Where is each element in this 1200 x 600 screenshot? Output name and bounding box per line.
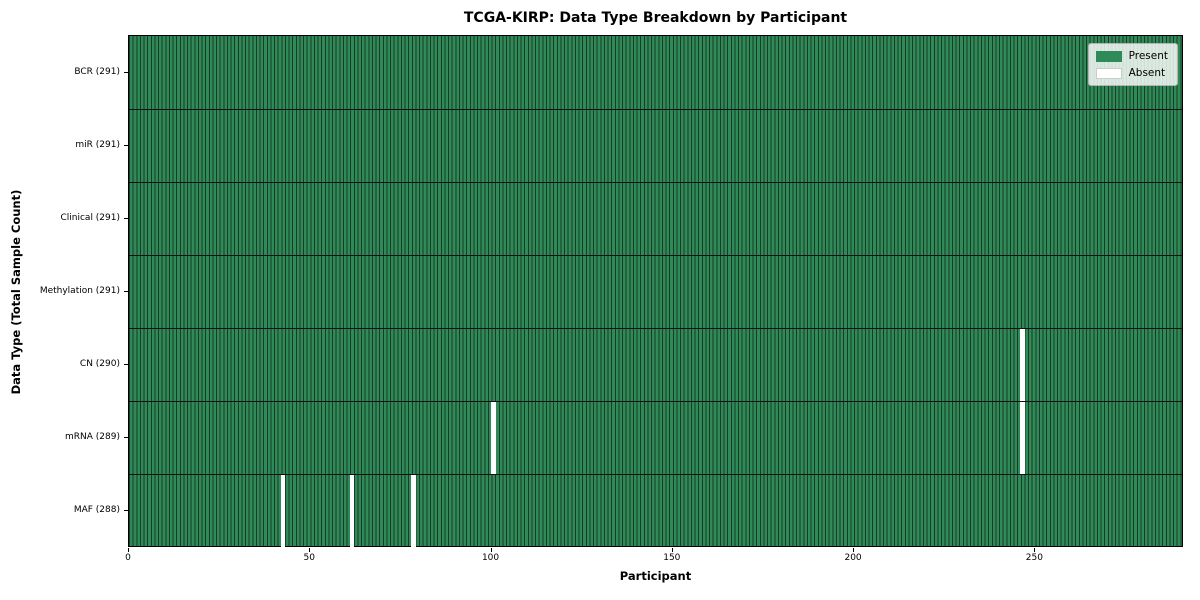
legend-swatch-absent bbox=[1095, 67, 1122, 79]
y-tick-label: mRNA (289) bbox=[65, 432, 120, 443]
row-separator bbox=[129, 328, 1182, 330]
x-axis-label: Participant bbox=[619, 569, 692, 583]
y-tick-mark bbox=[124, 71, 128, 73]
y-tick-mark bbox=[124, 144, 128, 146]
legend-label: Absent bbox=[1128, 67, 1166, 79]
absent-bar-MAF-61 bbox=[349, 474, 355, 548]
x-tick-mark bbox=[309, 548, 311, 552]
legend-entry-present: Present bbox=[1095, 50, 1168, 62]
y-tick-mark bbox=[124, 437, 128, 439]
x-tick-label: 100 bbox=[481, 553, 500, 563]
row-separator bbox=[129, 181, 1182, 183]
y-tick-label: BCR (291) bbox=[74, 66, 120, 77]
x-tick-label: 200 bbox=[844, 553, 862, 563]
x-tick-mark bbox=[671, 548, 673, 552]
x-tick-label: 50 bbox=[303, 553, 315, 563]
x-tick-mark bbox=[1034, 548, 1036, 552]
x-tick-mark bbox=[853, 548, 855, 552]
x-tick-mark bbox=[128, 548, 129, 552]
y-tick-label: MAF (288) bbox=[73, 505, 120, 516]
x-tick-mark bbox=[490, 548, 492, 552]
absent-bar-MAF-42 bbox=[280, 474, 286, 548]
y-tick-label: miR (291) bbox=[75, 139, 120, 150]
y-tick-mark bbox=[124, 364, 128, 366]
x-tick-label: 250 bbox=[1025, 553, 1043, 563]
y-tick-mark bbox=[124, 291, 128, 292]
y-tick-mark bbox=[124, 510, 128, 512]
chart-title: TCGA-KIRP: Data Type Breakdown by Partic… bbox=[463, 10, 848, 26]
row-separator bbox=[129, 401, 1182, 403]
legend-entry-absent: Absent bbox=[1095, 67, 1168, 79]
y-tick-label: Methylation (291) bbox=[39, 286, 120, 296]
absent-bar-MAF-78 bbox=[411, 474, 416, 548]
y-tick-label: CN (290) bbox=[79, 359, 120, 370]
x-tick-label: 150 bbox=[663, 553, 681, 563]
legend-label: Present bbox=[1128, 50, 1168, 62]
absent-bar-mRNA-100 bbox=[491, 401, 496, 475]
y-tick-mark bbox=[124, 217, 128, 219]
row-separator bbox=[129, 108, 1182, 110]
row-separator bbox=[129, 254, 1182, 256]
row-separator bbox=[129, 474, 1182, 476]
plot-area: Present Absent bbox=[128, 35, 1183, 548]
y-tick-label: Clinical (291) bbox=[60, 212, 120, 223]
legend: Present Absent bbox=[1087, 43, 1178, 86]
absent-bar-mRNA-246 bbox=[1020, 401, 1025, 475]
legend-swatch-present bbox=[1095, 50, 1122, 62]
absent-bar-CN-246 bbox=[1020, 328, 1025, 402]
x-tick-label: 0 bbox=[125, 553, 131, 563]
